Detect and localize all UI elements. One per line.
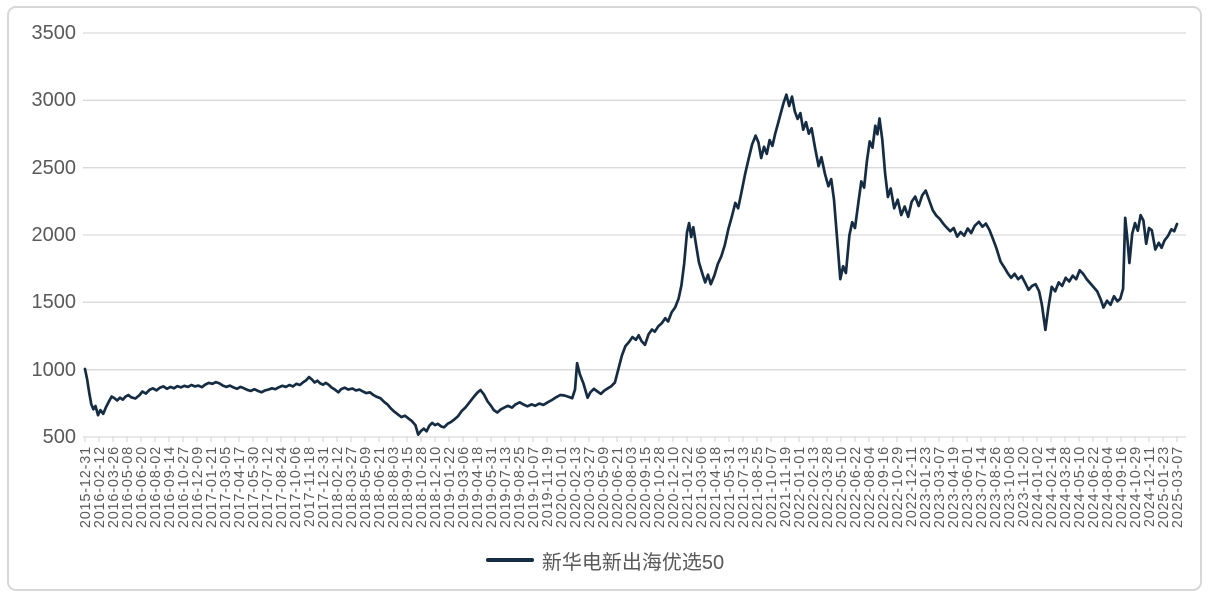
x-axis-tick-label: 2023-04-19 [945,446,962,529]
x-axis-tick-label: 2018-12-10 [427,446,444,529]
x-axis-tick-label: 2020-06-21 [609,446,626,529]
x-axis-tick-label: 2025-03-07 [1169,446,1186,529]
legend-line-swatch [485,558,534,562]
x-axis-tick-label: 2017-04-17 [231,446,248,529]
y-axis-tick-label: 2500 [31,156,77,179]
x-axis-tick-label: 2023-07-14 [973,446,990,529]
x-axis-tick-label: 2023-08-26 [987,446,1004,529]
x-axis-tick-label: 2023-11-20 [1015,446,1032,528]
x-axis-tick-label: 2024-10-29 [1127,446,1144,529]
y-axis-tick-label: 500 [42,426,76,448]
x-axis-tick-label: 2023-06-01 [959,446,976,529]
x-axis-tick-label: 2022-03-28 [819,446,836,529]
x-axis-tick-label: 2021-08-25 [749,446,766,529]
x-axis-tick-label: 2018-09-15 [399,446,416,529]
x-axis-tick-label: 2016-08-02 [147,446,164,529]
x-axis-tick-label: 2020-08-03 [623,446,640,529]
x-axis-tick-label: 2018-06-21 [371,446,388,529]
x-axis-tick-label: 2021-07-13 [735,446,752,529]
x-axis-tick-label: 2018-03-27 [343,446,360,529]
x-axis-tick-label: 2021-04-18 [707,446,724,529]
x-axis-tick-label: 2024-12-11 [1141,446,1158,528]
x-axis-tick-label: 2022-06-22 [847,446,864,529]
x-axis-tick-label: 2015-12-31 [77,446,94,529]
x-axis-tick-label: 2022-09-16 [875,446,892,529]
x-axis-tick-label: 2019-10-07 [525,446,542,529]
x-axis-tick-label: 2024-05-10 [1071,446,1088,529]
x-axis-tick-label: 2024-08-04 [1099,446,1116,529]
x-axis-tick-label: 2017-05-30 [245,446,262,529]
x-axis-tick-label: 2024-03-28 [1057,446,1074,529]
x-axis-tick-label: 2021-05-31 [721,446,738,529]
x-axis-tick-label: 2017-01-21 [203,446,220,529]
x-axis-tick-label: 2017-11-18 [301,446,318,528]
x-axis-tick-label: 2022-12-11 [903,446,920,528]
y-axis-tick-label: 1000 [31,358,77,381]
x-axis-tick-label: 2025-01-23 [1155,446,1172,529]
y-axis-tick-label: 3500 [31,22,77,44]
y-axis-tick-label: 3000 [31,89,77,112]
x-axis-tick-label: 2019-11-19 [539,446,556,528]
x-axis-tick-label: 2020-09-15 [637,446,654,529]
x-axis-tick-label: 2016-10-27 [175,446,192,529]
x-axis-tick-label: 2019-08-25 [511,446,528,529]
x-axis-tick-label: 2020-02-13 [567,446,584,529]
x-axis-tick-label: 2019-07-13 [497,446,514,529]
x-axis-tick-label: 2017-08-24 [273,446,290,529]
legend: 新华电新出海优选50 [0,544,1210,576]
x-axis-tick-label: 2024-02-14 [1043,446,1060,529]
x-axis-tick-label: 2017-07-12 [259,446,276,529]
x-axis-tick-label: 2022-01-01 [791,446,808,529]
x-axis-tick-label: 2019-01-22 [441,446,458,529]
x-axis-tick-label: 2022-08-04 [861,446,878,529]
x-axis-tick-label: 2017-12-31 [315,446,332,529]
x-axis-tick-label: 2017-10-06 [287,446,304,529]
x-axis-tick-label: 2018-02-12 [329,446,346,529]
x-axis-tick-label: 2023-01-23 [917,446,934,529]
x-axis-tick-label: 2018-08-03 [385,446,402,529]
x-axis-tick-label: 2021-11-19 [777,446,794,528]
x-axis-tick-label: 2016-02-12 [91,446,108,529]
x-axis-tick-label: 2016-12-09 [189,446,206,529]
x-axis-tick-label: 2019-04-18 [469,446,486,529]
x-axis-tick-label: 2020-01-01 [553,446,570,529]
x-axis-tick-label: 2016-05-08 [119,446,136,529]
x-axis-tick-label: 2016-03-26 [105,446,122,529]
x-axis-tick-label: 2023-10-08 [1001,446,1018,529]
x-axis-tick-label: 2020-12-10 [665,446,682,529]
x-axis-tick-label: 2020-05-09 [595,446,612,529]
x-axis-tick-label: 2018-05-09 [357,446,374,529]
x-axis-tick-label: 2020-10-28 [651,446,668,529]
x-axis-tick-label: 2016-09-14 [161,446,178,529]
x-axis-tick-label: 2016-06-20 [133,446,150,529]
x-axis-tick-label: 2021-03-06 [693,446,710,529]
x-axis-tick-label: 2023-03-07 [931,446,948,529]
x-axis-tick-label: 2021-10-07 [763,446,780,529]
x-axis-tick-label: 2022-02-13 [805,446,822,529]
x-axis-tick-label: 2018-10-28 [413,446,430,529]
x-axis-tick-label: 2021-01-22 [679,446,696,529]
x-axis-tick-label: 2022-10-29 [889,446,906,529]
series-line [83,93,1179,436]
x-axis-tick-label: 2017-03-05 [217,446,234,529]
x-axis-tick-label: 2020-03-27 [581,446,598,529]
x-axis-tick-label: 2019-03-06 [455,446,472,529]
x-axis-tick-label: 2022-05-10 [833,446,850,529]
x-axis-tick-label: 2024-09-16 [1113,446,1130,529]
x-axis-tick-label: 2024-01-02 [1029,446,1046,529]
y-axis-tick-label: 1500 [31,291,77,314]
x-axis-tick-label: 2024-06-22 [1085,446,1102,529]
y-axis-tick-label: 2000 [31,224,77,246]
legend-label: 新华电新出海优选50 [541,551,725,574]
x-axis-tick-label: 2019-05-31 [483,446,500,529]
